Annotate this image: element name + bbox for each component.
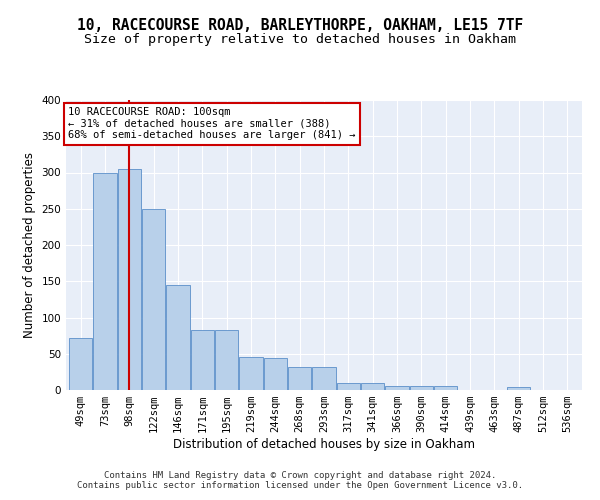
Bar bbox=[94, 172, 116, 390]
Bar bbox=[166, 285, 190, 390]
Bar bbox=[264, 358, 287, 390]
Text: Size of property relative to detached houses in Oakham: Size of property relative to detached ho… bbox=[84, 32, 516, 46]
Bar bbox=[118, 169, 141, 390]
Bar bbox=[191, 330, 214, 390]
Text: 10 RACECOURSE ROAD: 100sqm
← 31% of detached houses are smaller (388)
68% of sem: 10 RACECOURSE ROAD: 100sqm ← 31% of deta… bbox=[68, 108, 356, 140]
Text: 10, RACECOURSE ROAD, BARLEYTHORPE, OAKHAM, LE15 7TF: 10, RACECOURSE ROAD, BARLEYTHORPE, OAKHA… bbox=[77, 18, 523, 32]
Bar bbox=[215, 330, 238, 390]
Bar bbox=[288, 367, 311, 390]
Y-axis label: Number of detached properties: Number of detached properties bbox=[23, 152, 36, 338]
Bar bbox=[361, 384, 384, 390]
X-axis label: Distribution of detached houses by size in Oakham: Distribution of detached houses by size … bbox=[173, 438, 475, 451]
Bar bbox=[313, 367, 335, 390]
Bar bbox=[434, 386, 457, 390]
Bar bbox=[507, 387, 530, 390]
Bar bbox=[385, 386, 409, 390]
Bar bbox=[142, 210, 165, 390]
Bar bbox=[239, 358, 263, 390]
Bar bbox=[337, 384, 360, 390]
Text: Contains HM Land Registry data © Crown copyright and database right 2024.
Contai: Contains HM Land Registry data © Crown c… bbox=[77, 470, 523, 490]
Bar bbox=[69, 338, 92, 390]
Bar bbox=[410, 386, 433, 390]
